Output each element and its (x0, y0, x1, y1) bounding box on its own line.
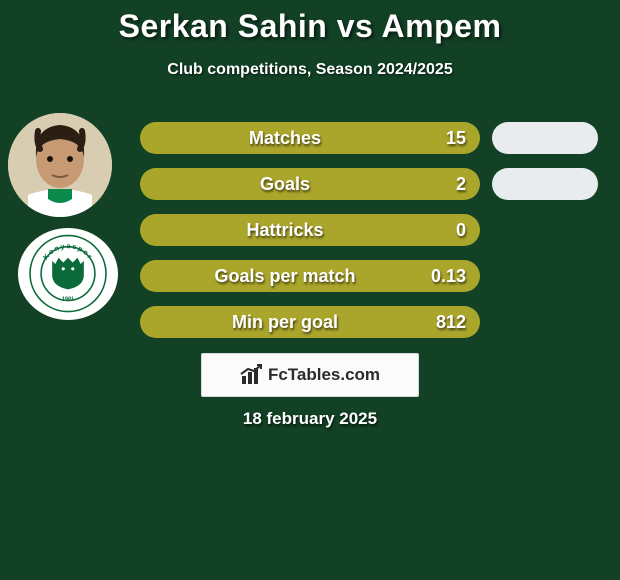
stat-value: 2 (424, 174, 480, 195)
player2-name: Ampem (382, 8, 502, 44)
stat-pill-left: Hattricks0 (140, 214, 480, 246)
stat-value: 0.13 (424, 266, 480, 287)
branding-text: FcTables.com (268, 365, 380, 385)
stat-value: 812 (424, 312, 480, 333)
stat-pill-left: Matches15 (140, 122, 480, 154)
avatar-icon (8, 113, 112, 217)
player-avatar (8, 113, 112, 217)
stat-label: Hattricks (140, 220, 424, 241)
page-title: Serkan Sahin vs Ampem (0, 8, 620, 45)
stat-row: Hattricks0 (140, 214, 600, 246)
stat-row: Matches15 (140, 122, 600, 154)
stat-row: Min per goal812 (140, 306, 600, 338)
club-badge-icon: Konyaspor 1981 (25, 234, 111, 313)
stat-pill-left: Goals2 (140, 168, 480, 200)
vs-text: vs (337, 8, 374, 44)
stat-value: 15 (424, 128, 480, 149)
chart-icon (240, 364, 264, 386)
stat-pill-right (492, 168, 598, 200)
stat-label: Min per goal (140, 312, 424, 333)
stat-row: Goals2 (140, 168, 600, 200)
stat-value: 0 (424, 220, 480, 241)
date-text: 18 february 2025 (0, 409, 620, 429)
svg-text:1981: 1981 (62, 297, 74, 303)
subtitle: Club competitions, Season 2024/2025 (0, 61, 620, 79)
player1-name: Serkan Sahin (119, 8, 328, 44)
stat-pill-right (492, 122, 598, 154)
stat-label: Matches (140, 128, 424, 149)
stat-label: Goals (140, 174, 424, 195)
stat-row: Goals per match0.13 (140, 260, 600, 292)
branding-box[interactable]: FcTables.com (201, 353, 419, 397)
stats-panel: Matches15 Goals2 Hattricks0 Goals per match… (140, 122, 600, 352)
stat-pill-left: Min per goal812 (140, 306, 480, 338)
stat-pill-left: Goals per match0.13 (140, 260, 480, 292)
stat-label: Goals per match (140, 266, 424, 287)
club-badge: Konyaspor 1981 (18, 228, 118, 320)
